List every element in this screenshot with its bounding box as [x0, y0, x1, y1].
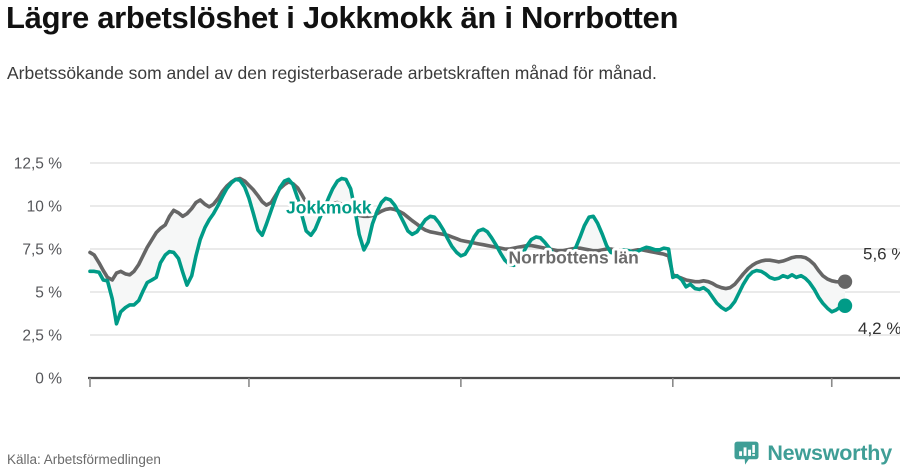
- page-title: Lägre arbetslöshet i Jokkmokk än i Norrb…: [6, 0, 679, 35]
- y-tick-label: 2,5 %: [22, 328, 62, 345]
- y-tick-label: 7,5 %: [22, 242, 62, 259]
- series-endpoint-dot: [837, 298, 853, 313]
- series-lines: [88, 176, 847, 326]
- series-endpoint-dot: [837, 274, 853, 289]
- series-inline-label: Jokkmokk: [286, 198, 372, 218]
- newsworthy-wordmark: Newsworthy: [767, 440, 892, 465]
- series-end-value-labels: 5,6 % 4,2 %: [858, 245, 900, 338]
- series-line: [88, 176, 847, 326]
- bar-chart-bubble-icon: [734, 441, 759, 466]
- gridlines: [90, 162, 900, 336]
- y-tick-label: 5 %: [35, 285, 62, 302]
- series-inline-label: Jokkmokk: [286, 198, 372, 218]
- series-inline-label: Norrbottens län: [509, 248, 639, 268]
- source-note: Källa: Arbetsförmedlingen: [7, 452, 161, 467]
- series-inline-label: Norrbottens län: [509, 248, 639, 268]
- y-tick-label: 10 %: [27, 199, 63, 216]
- y-tick-label: 0 %: [35, 371, 62, 388]
- y-tick-label: 12,5 %: [14, 156, 62, 173]
- chart-plot-area: 0 %2,5 %5 %7,5 %10 %12,5 % 2008201120152…: [0, 150, 900, 395]
- series-end-value-label: 5,6 %: [863, 245, 900, 264]
- y-axis-tick-labels: 0 % 2,5 % 5 % 7,5 % 10 % 12,5 %: [14, 156, 62, 388]
- series-end-value-label: 4,2 %: [858, 319, 900, 338]
- line-chart-svg: 0 %2,5 %5 %7,5 %10 %12,5 % 2008201120152…: [14, 156, 900, 388]
- series-line: [88, 176, 847, 291]
- newsworthy-logo: Newsworthy: [734, 437, 892, 469]
- page-subtitle: Arbetssökande som andel av den registerb…: [7, 63, 657, 83]
- series-endpoint-markers: [837, 274, 853, 313]
- x-axis: [88, 376, 900, 387]
